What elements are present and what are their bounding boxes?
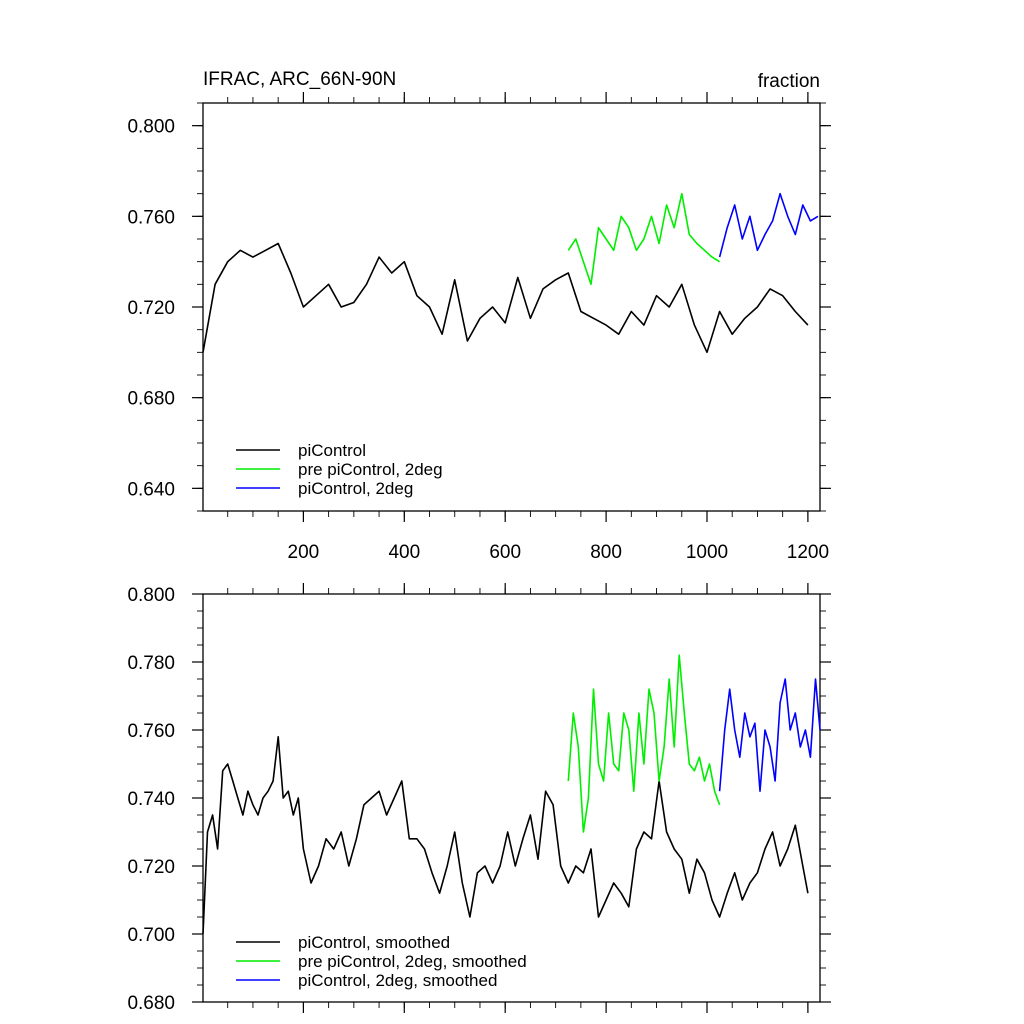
panel-top: IFRAC, ARC_66N-90N fraction 0.6400.6800.… [127,69,831,563]
y-tick-label: 0.720 [127,298,175,319]
legend-label: piControl, 2deg, smoothed [298,971,497,990]
y-tick-label: 0.640 [127,479,175,500]
x-tick-label: 1200 [787,542,829,563]
y-tick-label: 0.760 [127,721,175,742]
chart-units-label: fraction [758,71,820,92]
x-tick-label: 1000 [686,542,728,563]
x-tick-label: 400 [388,542,420,563]
series-line [567,654,721,833]
series-line [202,735,809,935]
y-tick-label: 0.780 [127,653,175,674]
x-tick-label: 600 [489,542,521,563]
y-tick-label: 0.700 [127,925,175,946]
legend-label: piControl, smoothed [298,933,450,952]
plot-frame-bottom [202,593,821,1003]
y-tick-label: 0.800 [127,585,175,606]
y-tick-label: 0.760 [127,207,175,228]
chart-title: IFRAC, ARC_66N-90N [203,69,396,90]
series-line [718,192,819,258]
y-tick-label: 0.680 [127,389,175,410]
panel-bottom: 0.680 0.700 0.720 0.740 0.760 0.780 0.800 piCo… [127,583,831,1014]
y-tick-label: 0.720 [127,857,175,878]
legend-label: piControl, 2deg [298,479,413,498]
plot-frame-top [202,102,821,512]
series-lines-bottom [202,654,821,935]
series-line [718,678,821,793]
legend-label: piControl [298,441,366,460]
series-line [567,192,721,286]
series-lines-top [202,192,819,354]
series-line [202,242,809,354]
y-tick-label: 0.800 [127,117,175,138]
y-tick-label: 0.740 [127,789,175,810]
ticks-bottom: 0.680 0.700 0.720 0.740 0.760 0.780 0.800 [127,583,831,1014]
y-tick-label: 0.680 [127,993,175,1014]
ticks-top: 0.640 0.680 0.720 0.760 0.800 200 400 600 800 100… [127,92,831,563]
legend-label: pre piControl, 2deg [298,460,443,479]
legend-label: pre piControl, 2deg, smoothed [298,952,527,971]
x-tick-label: 800 [590,542,622,563]
x-tick-label: 200 [288,542,320,563]
